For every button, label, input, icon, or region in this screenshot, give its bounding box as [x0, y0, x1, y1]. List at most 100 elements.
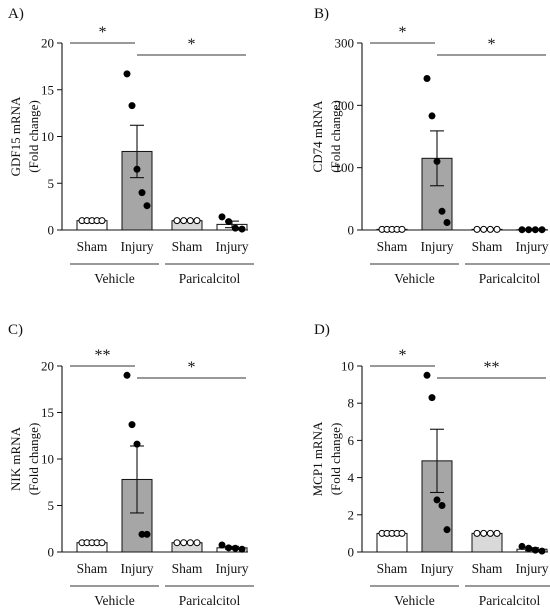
chart-panel-2: C) NIK mRNA (Fold change) 0 5 10 15 20 Sham Injur… — [8, 322, 254, 608]
x-tick-label: Injury — [216, 239, 249, 254]
group-label: Vehicle — [94, 593, 134, 608]
x-tick-label: Injury — [421, 239, 454, 254]
y-axis-title-unit: (Fold change) — [328, 423, 343, 496]
group-label: Paricalcitol — [179, 271, 241, 286]
data-point — [138, 189, 146, 197]
y-tick-label: 20 — [41, 36, 54, 51]
data-point — [538, 226, 546, 234]
y-axis-title: MCP1 mRNA — [310, 421, 325, 496]
y-tick-label: 200 — [335, 98, 355, 113]
data-point — [433, 157, 441, 165]
data-point — [525, 544, 533, 552]
x-tick-label: Sham — [77, 561, 108, 576]
data-point — [218, 541, 226, 549]
y-tick-label: 100 — [335, 160, 355, 175]
data-point — [128, 421, 136, 429]
data-point — [193, 217, 201, 225]
data-point — [531, 226, 539, 234]
data-point — [438, 502, 446, 509]
x-tick-label: Injury — [121, 561, 154, 576]
group-label: Paricalcitol — [479, 271, 541, 286]
data-point — [143, 202, 151, 210]
data-point — [493, 529, 501, 537]
y-tick-label: 20 — [41, 359, 54, 374]
chart-panel-1: B) CD74 mRNA (Fold change) 0 100 200 300 Sham In… — [310, 6, 550, 286]
x-tick-label: Sham — [172, 561, 203, 576]
chart-panel-3: D) MCP1 mRNA (Fold change) 0 2 4 6 8 10 Sham Injur… — [310, 322, 550, 608]
y-tick-label: 10 — [41, 452, 54, 467]
panel-label: D) — [314, 322, 330, 338]
data-point — [225, 218, 233, 226]
data-point — [428, 394, 436, 402]
x-tick-label: Sham — [377, 561, 408, 576]
data-point — [531, 546, 539, 554]
significance-marker: ** — [484, 359, 500, 376]
data-point — [480, 529, 488, 537]
y-axis-title-unit: (Fold change) — [26, 423, 41, 496]
significance-marker: * — [488, 36, 496, 53]
group-label: Vehicle — [94, 271, 134, 286]
y-axis-title: GDF15 mRNA — [8, 96, 23, 176]
x-tick-label: Injury — [516, 239, 549, 254]
data-point — [238, 545, 246, 553]
data-point — [238, 225, 246, 233]
data-point — [438, 207, 446, 215]
significance-marker: * — [399, 24, 407, 41]
bar — [121, 150, 153, 231]
data-point — [225, 544, 233, 552]
significance-marker: ** — [95, 347, 111, 364]
data-point — [186, 217, 194, 225]
data-point — [428, 112, 436, 120]
x-tick-label: Injury — [121, 239, 154, 254]
significance-marker: * — [399, 347, 407, 364]
y-axis-title: CD74 mRNA — [310, 100, 325, 172]
data-point — [423, 75, 431, 83]
data-point — [123, 70, 131, 78]
x-tick-label: Injury — [216, 561, 249, 576]
y-axis-title: NIK mRNA — [8, 426, 23, 491]
data-point — [423, 371, 431, 379]
y-tick-label: 0 — [348, 223, 355, 238]
data-point — [173, 539, 181, 547]
data-point — [473, 529, 481, 537]
x-tick-label: Injury — [516, 561, 549, 576]
data-point — [180, 217, 188, 225]
y-tick-label: 5 — [48, 176, 55, 191]
data-point — [518, 542, 526, 550]
data-point — [493, 225, 501, 233]
significance-marker: * — [99, 24, 107, 41]
panel-label: C) — [8, 322, 23, 338]
data-point — [193, 539, 201, 547]
panel-label: A) — [8, 6, 24, 22]
y-tick-label: 0 — [48, 223, 55, 238]
group-label: Vehicle — [394, 593, 434, 608]
data-point — [398, 225, 406, 233]
y-tick-label: 8 — [348, 396, 355, 411]
y-tick-label: 0 — [348, 545, 355, 560]
data-point — [398, 529, 406, 537]
x-tick-label: Sham — [472, 561, 503, 576]
data-point — [443, 219, 451, 227]
data-point — [473, 225, 481, 233]
data-point — [186, 539, 194, 547]
x-tick-label: Sham — [77, 239, 108, 254]
y-tick-label: 300 — [335, 36, 355, 51]
chart-panel-0: A) GDF15 mRNA (Fold change) 0 5 10 15 20 Sham Inj… — [8, 6, 254, 286]
data-point — [486, 529, 494, 537]
data-point — [538, 547, 546, 555]
data-point — [143, 530, 151, 538]
y-tick-label: 6 — [348, 433, 355, 448]
data-point — [518, 226, 526, 234]
x-tick-label: Sham — [472, 239, 503, 254]
y-axis-title-unit: (Fold change) — [26, 100, 41, 173]
y-tick-label: 10 — [41, 129, 54, 144]
data-point — [133, 165, 141, 173]
significance-marker: * — [188, 359, 196, 376]
group-label: Paricalcitol — [479, 593, 541, 608]
y-axis-title-unit: (Fold change) — [328, 100, 343, 173]
data-point — [180, 539, 188, 547]
y-tick-label: 15 — [41, 82, 54, 97]
panel-label: B) — [314, 6, 329, 22]
x-tick-label: Injury — [421, 561, 454, 576]
